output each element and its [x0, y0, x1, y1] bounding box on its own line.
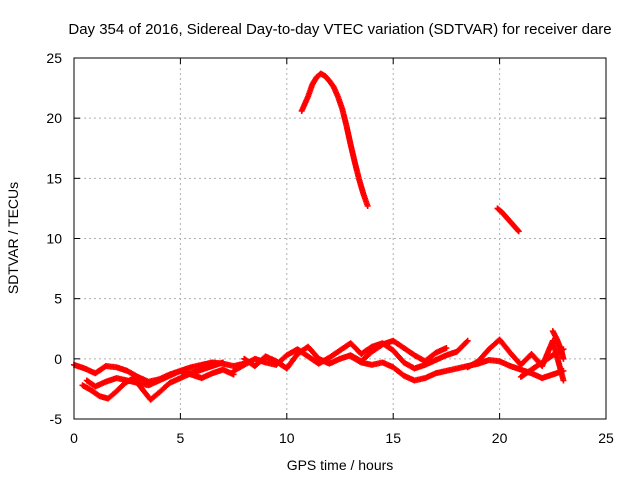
series-track-2	[79, 359, 226, 403]
x-tick-label: 15	[385, 430, 401, 446]
series-arc-high	[298, 70, 371, 210]
y-axis-label: SDTVAR / TECUs	[5, 182, 21, 294]
data-point	[464, 337, 471, 344]
y-tick-label: 25	[46, 50, 62, 66]
data-points	[71, 70, 567, 403]
data-point	[463, 338, 470, 345]
series-track-3	[83, 366, 237, 390]
y-tick-label: 20	[46, 110, 62, 126]
series-arc-late	[494, 205, 522, 235]
y-tick-label: 5	[54, 291, 62, 307]
data-point	[514, 227, 521, 234]
y-tick-label: 10	[46, 231, 62, 247]
series-track-9	[549, 328, 567, 362]
data-point	[560, 355, 567, 362]
y-tick-label: 15	[46, 170, 62, 186]
x-axis-label: GPS time / hours	[287, 457, 394, 473]
axis-ticks: 0 5 10 15 20 25 -5 0 5 10 15 20 25	[46, 50, 614, 446]
x-tick-label: 20	[492, 430, 508, 446]
x-tick-label: 0	[70, 430, 78, 446]
data-point	[515, 228, 522, 235]
data-point	[560, 377, 567, 384]
x-tick-label: 10	[279, 430, 295, 446]
y-tick-label: 0	[54, 351, 62, 367]
x-tick-label: 5	[177, 430, 185, 446]
chart-title: Day 354 of 2016, Sidereal Day-to-day VTE…	[68, 21, 611, 38]
data-point	[219, 359, 226, 366]
y-tick-label: -5	[50, 411, 63, 427]
data-point	[364, 203, 371, 210]
series-track-8	[517, 346, 567, 380]
data-point	[443, 345, 450, 352]
x-tick-label: 25	[598, 430, 614, 446]
